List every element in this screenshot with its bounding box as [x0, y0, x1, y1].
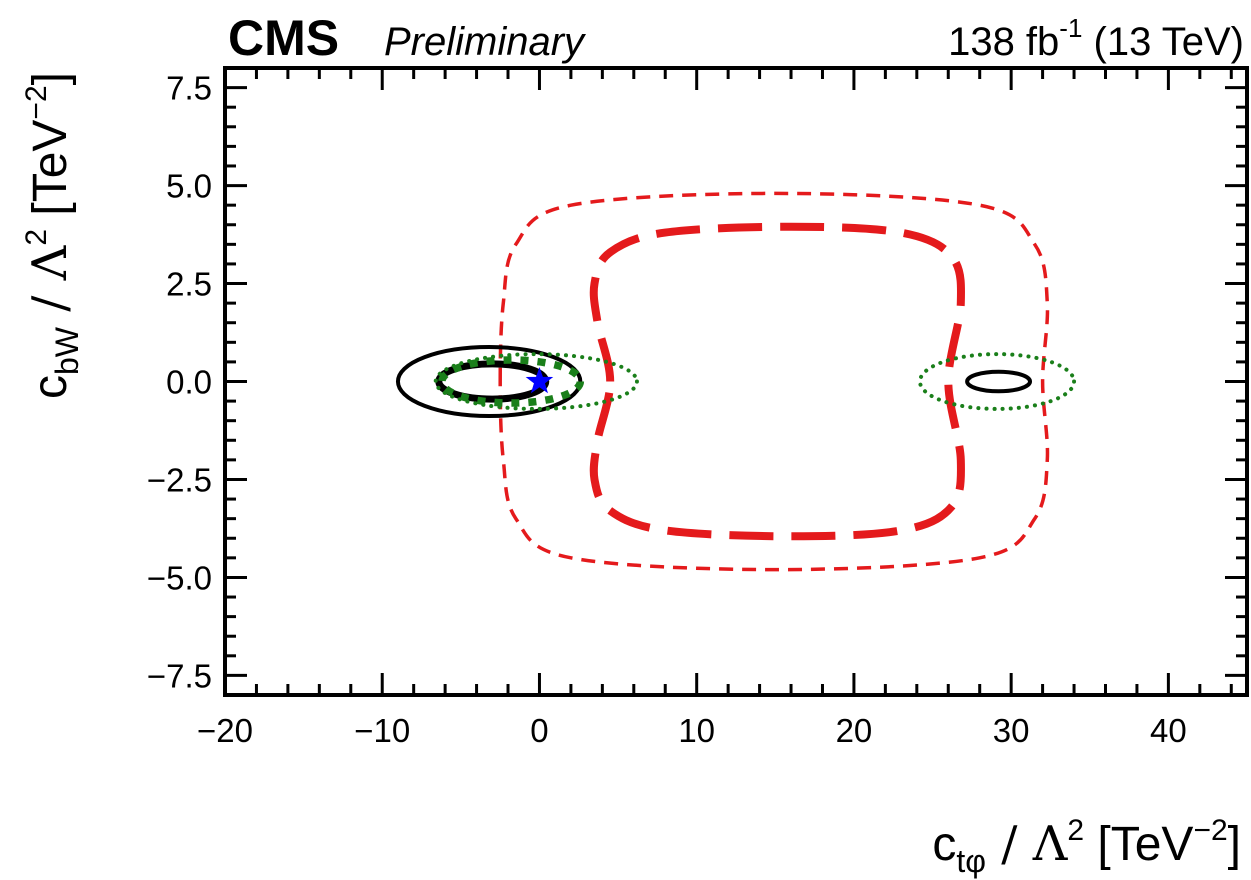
x-tick-label: −10 [354, 712, 410, 749]
y-tick-label: −7.5 [147, 657, 212, 694]
ticks-group [223, 66, 1247, 697]
tick-labels-group: −20 −10 0 10 20 30 40 −7.5 −5.0 −2.5 0.0 2.5 5.0 7.5 [147, 70, 1187, 749]
x-tick-label: −20 [197, 712, 253, 749]
x-tick-label: 0 [530, 712, 548, 749]
experiment-label: CMS [228, 10, 339, 66]
contour-green-outer [433, 352, 639, 411]
contour-red-inner [589, 222, 965, 541]
y-axis-title: cbW / Λ2 [TeV−2] [20, 72, 85, 399]
best-fit-star [525, 366, 554, 394]
contour-black-right [965, 369, 1033, 394]
y-tick-label: 0.0 [166, 364, 212, 401]
plot-frame [223, 66, 1249, 697]
lumi-label: 138 fb-1 (13 TeV) [948, 13, 1244, 64]
x-axis-title: ctφ / Λ2 [TeV−2] [932, 814, 1241, 879]
y-tick-label: 7.5 [166, 70, 212, 107]
x-tick-label: 40 [1150, 712, 1187, 749]
contours-group [395, 191, 1077, 572]
plot-area [395, 191, 1077, 572]
status-label: Preliminary [384, 20, 587, 64]
y-tick-label: 5.0 [166, 168, 212, 205]
x-tick-label: 20 [836, 712, 873, 749]
y-tick-label: −2.5 [147, 461, 212, 498]
best-fit-group [525, 366, 554, 394]
contour-green-right [917, 352, 1077, 411]
y-tick-label: −5.0 [147, 559, 212, 596]
y-tick-label: 2.5 [166, 266, 212, 303]
contour-red-outer [498, 191, 1050, 572]
contour-green-inner [438, 356, 585, 407]
x-tick-label: 10 [678, 712, 715, 749]
x-tick-label: 30 [993, 712, 1030, 749]
